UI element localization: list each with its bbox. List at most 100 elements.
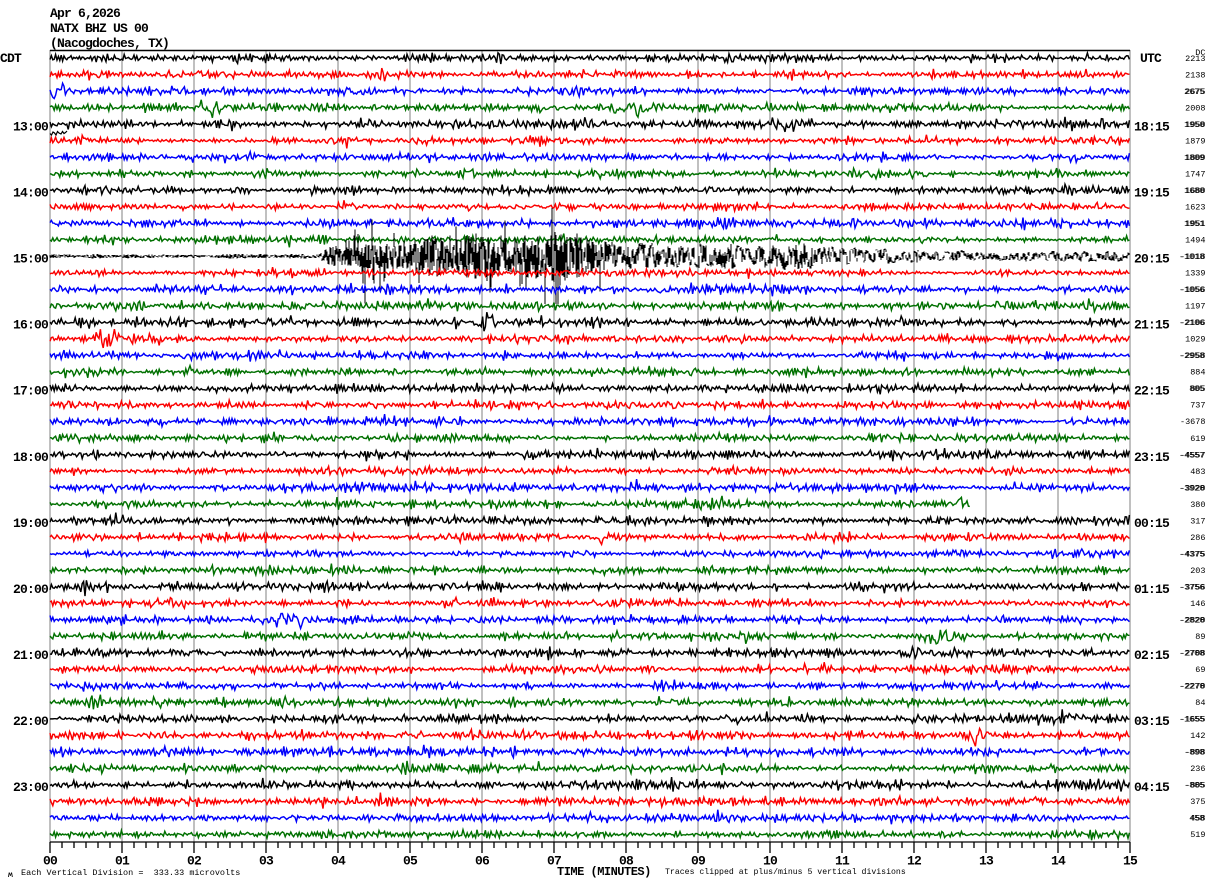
svg-text:19:15: 19:15 bbox=[1134, 186, 1170, 201]
svg-text:2008: 2008 bbox=[1185, 103, 1205, 113]
svg-text:DC: DC bbox=[1195, 48, 1205, 58]
svg-text:-2708: -2708 bbox=[1180, 649, 1206, 659]
svg-text:1809: 1809 bbox=[1184, 153, 1204, 163]
svg-text:-1018: -1018 bbox=[1179, 252, 1205, 262]
svg-text:14: 14 bbox=[1051, 854, 1066, 869]
svg-text:16:00: 16:00 bbox=[13, 318, 49, 333]
svg-text:-2106: -2106 bbox=[1180, 318, 1206, 328]
svg-text:286: 286 bbox=[1190, 533, 1205, 543]
svg-text:22:00: 22:00 bbox=[13, 714, 49, 729]
svg-text:1950: 1950 bbox=[1184, 120, 1204, 130]
svg-text:1950: 1950 bbox=[1185, 120, 1205, 130]
svg-text:-4375: -4375 bbox=[1179, 549, 1205, 559]
svg-text:04:15: 04:15 bbox=[1134, 780, 1170, 795]
svg-text:00:15: 00:15 bbox=[1134, 516, 1170, 531]
svg-text:-2106: -2106 bbox=[1179, 318, 1205, 328]
svg-text:1809: 1809 bbox=[1185, 153, 1205, 163]
svg-text:1951: 1951 bbox=[1184, 219, 1204, 229]
svg-text:1339: 1339 bbox=[1185, 269, 1205, 279]
svg-text:18:00: 18:00 bbox=[13, 450, 49, 465]
svg-text:12: 12 bbox=[907, 854, 922, 869]
svg-text:1029: 1029 bbox=[1185, 335, 1205, 345]
svg-text:15: 15 bbox=[1123, 854, 1138, 869]
svg-text:20:00: 20:00 bbox=[13, 582, 49, 597]
svg-text:03:15: 03:15 bbox=[1134, 714, 1170, 729]
svg-text:69: 69 bbox=[1195, 665, 1205, 675]
svg-text:884: 884 bbox=[1190, 368, 1205, 378]
svg-text:619: 619 bbox=[1190, 434, 1205, 444]
svg-text:-3920: -3920 bbox=[1180, 483, 1206, 493]
svg-text:-4557: -4557 bbox=[1179, 450, 1205, 460]
svg-text:-805: -805 bbox=[1185, 781, 1205, 791]
svg-text:03: 03 bbox=[259, 854, 274, 869]
svg-text:2213: 2213 bbox=[1185, 54, 1205, 64]
svg-text:380: 380 bbox=[1190, 500, 1205, 510]
svg-text:1197: 1197 bbox=[1185, 302, 1205, 312]
svg-text:805: 805 bbox=[1189, 384, 1204, 394]
svg-text:-2958: -2958 bbox=[1180, 351, 1206, 361]
svg-text:-1056: -1056 bbox=[1179, 285, 1205, 295]
svg-text:1623: 1623 bbox=[1185, 203, 1205, 213]
svg-text:06: 06 bbox=[475, 854, 490, 869]
svg-text:458: 458 bbox=[1189, 814, 1204, 824]
svg-text:483: 483 bbox=[1190, 467, 1205, 477]
svg-text:805: 805 bbox=[1190, 384, 1205, 394]
svg-text:-4375: -4375 bbox=[1180, 549, 1206, 559]
svg-text:21:00: 21:00 bbox=[13, 648, 49, 663]
svg-text:17:00: 17:00 bbox=[13, 384, 49, 399]
svg-text:1951: 1951 bbox=[1185, 219, 1205, 229]
svg-text:Each Vertical Division = 333.: Each Vertical Division = 333.33 microvol… bbox=[21, 868, 240, 878]
svg-text:Apr 6,2026: Apr 6,2026 bbox=[50, 6, 121, 21]
svg-text:-805: -805 bbox=[1184, 781, 1204, 791]
svg-text:-4557: -4557 bbox=[1180, 450, 1206, 460]
svg-text:-1056: -1056 bbox=[1180, 285, 1206, 295]
svg-text:05: 05 bbox=[403, 854, 418, 869]
svg-text:-3920: -3920 bbox=[1179, 483, 1205, 493]
svg-text:-3756: -3756 bbox=[1179, 582, 1205, 592]
svg-text:1680: 1680 bbox=[1184, 186, 1204, 196]
svg-text:-2270: -2270 bbox=[1180, 682, 1206, 692]
svg-text:317: 317 bbox=[1190, 516, 1205, 526]
svg-text:23:15: 23:15 bbox=[1134, 450, 1170, 465]
svg-text:146: 146 bbox=[1190, 599, 1205, 609]
svg-text:142: 142 bbox=[1190, 731, 1205, 741]
svg-text:13:00: 13:00 bbox=[13, 119, 49, 134]
svg-text:08: 08 bbox=[619, 854, 634, 869]
svg-text:02: 02 bbox=[187, 854, 202, 869]
svg-text:203: 203 bbox=[1190, 566, 1205, 576]
svg-text:CDT: CDT bbox=[0, 51, 22, 66]
svg-text:20:15: 20:15 bbox=[1134, 252, 1170, 267]
svg-text:00: 00 bbox=[43, 854, 58, 869]
svg-text:-3678: -3678 bbox=[1180, 417, 1206, 427]
svg-text:ʍ: ʍ bbox=[8, 871, 13, 880]
svg-text:NATX BHZ US 00: NATX BHZ US 00 bbox=[50, 21, 149, 36]
svg-text:10: 10 bbox=[763, 854, 778, 869]
svg-text:04: 04 bbox=[331, 854, 346, 869]
svg-text:18:15: 18:15 bbox=[1134, 119, 1170, 134]
svg-text:23:00: 23:00 bbox=[13, 780, 49, 795]
svg-text:TIME (MINUTES): TIME (MINUTES) bbox=[557, 865, 651, 879]
svg-text:-898: -898 bbox=[1184, 748, 1204, 758]
svg-text:737: 737 bbox=[1190, 401, 1205, 411]
svg-text:02:15: 02:15 bbox=[1134, 648, 1170, 663]
svg-text:-2820: -2820 bbox=[1179, 616, 1205, 626]
svg-text:2675: 2675 bbox=[1184, 87, 1204, 97]
svg-text:458: 458 bbox=[1190, 814, 1205, 824]
svg-text:11: 11 bbox=[835, 854, 850, 869]
svg-text:1494: 1494 bbox=[1185, 236, 1205, 246]
svg-text:(Nacogdoches, TX): (Nacogdoches, TX) bbox=[50, 36, 169, 51]
svg-text:-1655: -1655 bbox=[1180, 715, 1206, 725]
svg-text:-2708: -2708 bbox=[1179, 649, 1205, 659]
svg-text:1879: 1879 bbox=[1185, 136, 1205, 146]
svg-text:84: 84 bbox=[1195, 698, 1205, 708]
svg-text:-2820: -2820 bbox=[1180, 616, 1206, 626]
svg-text:-1018: -1018 bbox=[1180, 252, 1206, 262]
svg-text:-2270: -2270 bbox=[1179, 682, 1205, 692]
svg-text:21:15: 21:15 bbox=[1134, 318, 1170, 333]
svg-text:519: 519 bbox=[1190, 830, 1205, 840]
svg-text:UTC: UTC bbox=[1140, 51, 1162, 66]
svg-text:14:00: 14:00 bbox=[13, 186, 49, 201]
svg-text:09: 09 bbox=[691, 854, 706, 869]
svg-text:-2958: -2958 bbox=[1179, 351, 1205, 361]
svg-text:07: 07 bbox=[547, 854, 561, 869]
